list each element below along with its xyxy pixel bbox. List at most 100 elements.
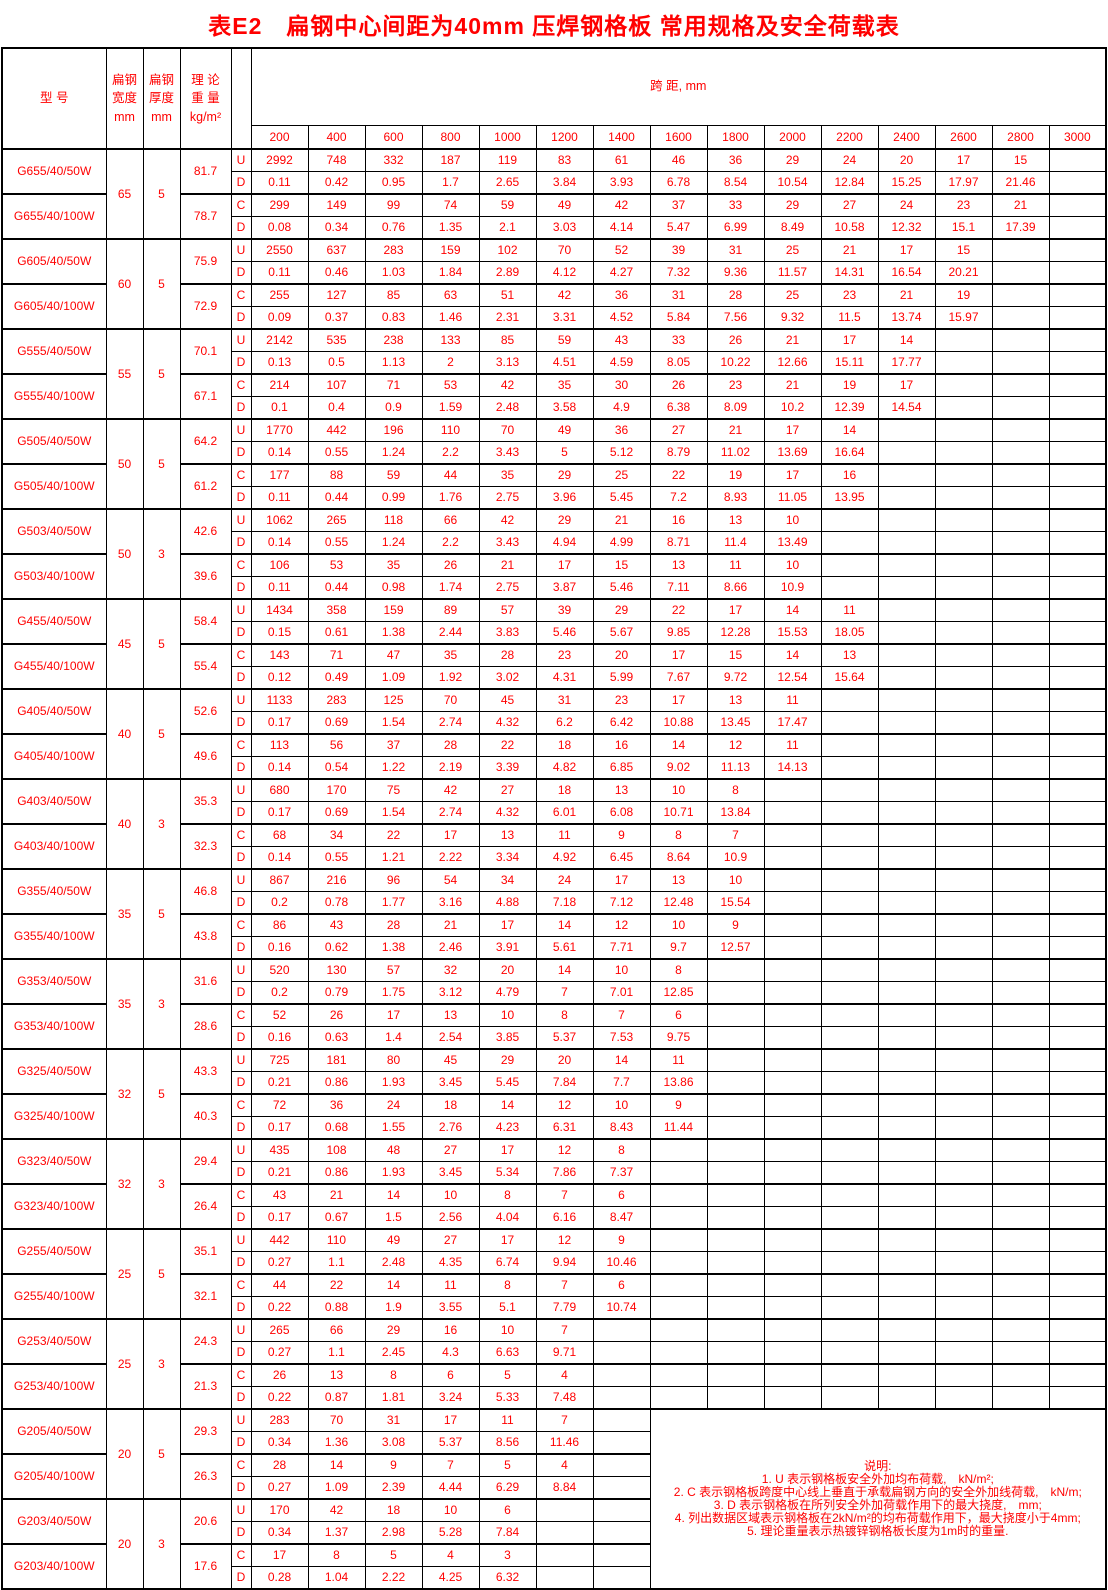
row-letter-cell: U	[230, 598, 252, 622]
weight-cell: 39.6	[179, 553, 232, 600]
value-cell: 18	[535, 778, 594, 802]
width-cell: 45	[105, 598, 144, 690]
value-cell: 8	[649, 958, 708, 982]
value-cell: 3.24	[421, 1386, 480, 1410]
empty-cell	[991, 486, 1050, 510]
empty-cell	[1048, 328, 1107, 352]
value-cell: 14	[763, 643, 822, 667]
value-cell: 4.94	[535, 531, 594, 555]
value-cell: 13	[592, 778, 651, 802]
empty-cell	[991, 1251, 1050, 1275]
table-row: G405/40/100W 49.6 C 113 56 37 28 22 18 16 14 12 11	[1, 733, 1107, 780]
empty-cell	[763, 1071, 822, 1095]
value-cell: 7	[535, 981, 594, 1005]
value-cell: 3.91	[478, 936, 537, 960]
value-cell: 96	[364, 868, 423, 892]
value-cell: 9.71	[535, 1341, 594, 1365]
value-cell: 7.18	[535, 891, 594, 915]
header-line: 厚度	[148, 91, 174, 106]
value-cell: 3.16	[421, 891, 480, 915]
value-cell: 4.52	[592, 306, 651, 330]
value-cell: 12.39	[820, 396, 879, 420]
value-cell: 26	[649, 373, 708, 397]
empty-cell	[991, 396, 1050, 420]
empty-cell	[877, 1251, 936, 1275]
empty-cell	[820, 1093, 879, 1117]
value-cell: 8.54	[706, 171, 765, 195]
empty-cell	[763, 1138, 822, 1162]
value-cell: 3.55	[421, 1296, 480, 1320]
empty-cell	[877, 1318, 936, 1342]
empty-cell	[877, 1093, 936, 1117]
span-col-header: 2800	[991, 125, 1050, 150]
value-cell: 5	[535, 441, 594, 465]
empty-cell	[763, 1116, 822, 1140]
empty-cell	[820, 1138, 879, 1162]
model-cell: G605/40/100W	[1, 283, 107, 330]
row-letter-cell: C	[230, 373, 252, 397]
model-cell: G405/40/50W	[1, 688, 107, 735]
value-cell: 0.11	[250, 486, 309, 510]
value-cell: 6.29	[478, 1476, 537, 1500]
value-cell: 0.55	[307, 441, 366, 465]
empty-cell	[1048, 958, 1107, 982]
value-cell: 13	[706, 508, 765, 532]
empty-cell	[877, 958, 936, 982]
row-letter-cell: C	[230, 1093, 252, 1117]
empty-cell	[1048, 216, 1107, 240]
value-cell: 8.49	[763, 216, 822, 240]
value-cell: 2.31	[478, 306, 537, 330]
value-cell: 2.76	[421, 1116, 480, 1140]
value-cell: 5.33	[478, 1386, 537, 1410]
empty-cell	[535, 1543, 594, 1567]
value-cell: 2.22	[421, 846, 480, 870]
weight-cell: 46.8	[179, 868, 232, 915]
value-cell: 42	[307, 1498, 366, 1522]
empty-cell	[1048, 306, 1107, 330]
empty-cell	[1048, 1048, 1107, 1072]
value-cell: 17	[877, 373, 936, 397]
value-cell: 0.79	[307, 981, 366, 1005]
value-cell: 17	[649, 643, 708, 667]
model-cell: G255/40/50W	[1, 1228, 107, 1275]
width-cell: 32	[105, 1138, 144, 1230]
value-cell: 5.45	[592, 486, 651, 510]
value-cell: 33	[706, 193, 765, 217]
empty-cell	[877, 576, 936, 600]
value-cell: 11.44	[649, 1116, 708, 1140]
empty-cell	[934, 576, 993, 600]
value-cell: 5	[478, 1453, 537, 1477]
empty-cell	[934, 463, 993, 487]
empty-cell	[820, 1296, 879, 1320]
value-cell: 11	[421, 1273, 480, 1297]
value-cell: 28	[706, 283, 765, 307]
value-cell: 15.53	[763, 621, 822, 645]
table-row: G353/40/100W 28.6 C 52 26 17 13 10 8 7 6	[1, 1003, 1107, 1050]
value-cell: 11.02	[706, 441, 765, 465]
empty-cell	[934, 1026, 993, 1050]
empty-cell	[1048, 666, 1107, 690]
value-cell: 0.27	[250, 1251, 309, 1275]
value-cell: 20.21	[934, 261, 993, 285]
thickness-cell: 5	[142, 1408, 181, 1500]
value-cell: 36	[592, 283, 651, 307]
value-cell: 7.01	[592, 981, 651, 1005]
empty-cell	[763, 958, 822, 982]
value-cell: 119	[478, 148, 537, 172]
value-cell: 0.78	[307, 891, 366, 915]
value-cell: 1.54	[364, 801, 423, 825]
value-cell: 0.15	[250, 621, 309, 645]
value-cell: 7.11	[649, 576, 708, 600]
value-cell: 0.12	[250, 666, 309, 690]
empty-cell	[934, 1363, 993, 1387]
value-cell: 1.93	[364, 1161, 423, 1185]
empty-cell	[991, 958, 1050, 982]
value-cell: 15	[592, 553, 651, 577]
empty-cell	[877, 621, 936, 645]
empty-cell	[820, 508, 879, 532]
value-cell: 3.43	[478, 441, 537, 465]
value-cell: 12.66	[763, 351, 822, 375]
value-cell: 0.44	[307, 576, 366, 600]
empty-cell	[877, 643, 936, 667]
value-cell: 14	[364, 1273, 423, 1297]
